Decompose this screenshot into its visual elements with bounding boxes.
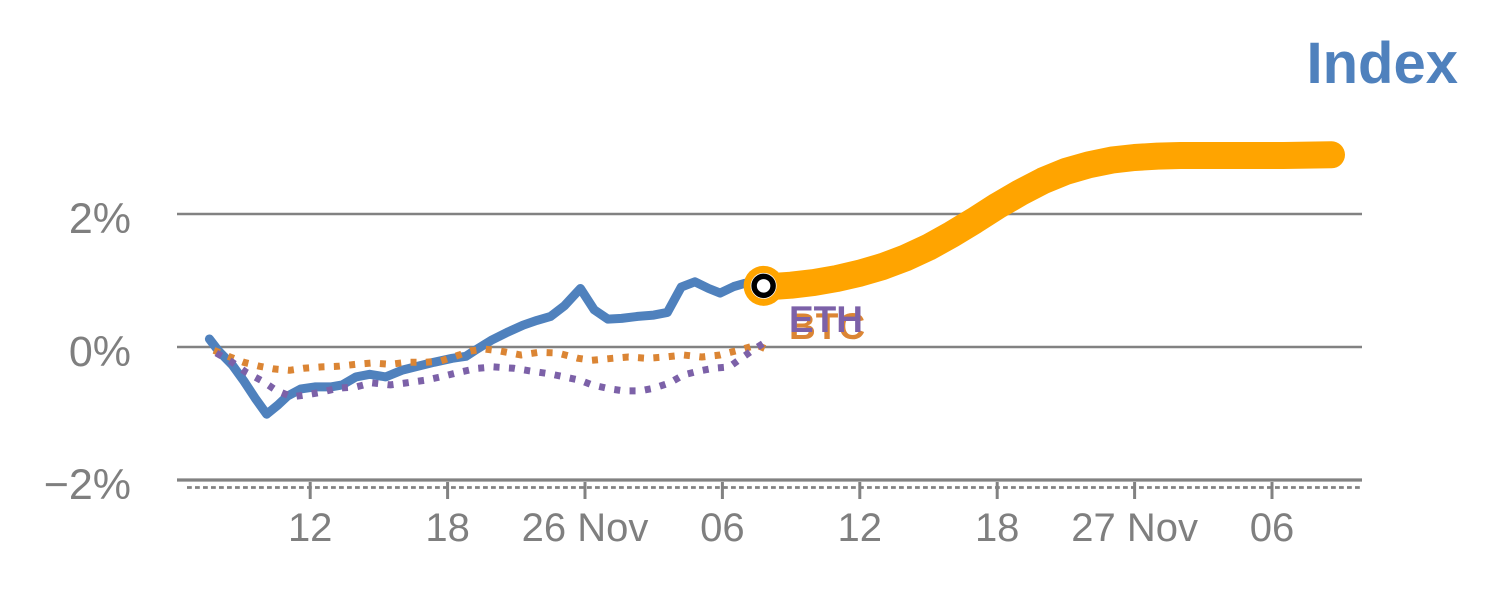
x-tick-label: 06 (700, 506, 745, 550)
x-tick-label: 06 (1250, 506, 1295, 550)
x-tick-label: 12 (288, 506, 333, 550)
btc-line (212, 341, 772, 374)
y-tick-label: −2% (44, 461, 131, 509)
legend-label-btc: BTC (789, 306, 866, 347)
legend-label-eth: ETH (789, 299, 863, 340)
x-tick-label: 18 (975, 506, 1020, 550)
x-tick-label: 12 (838, 506, 883, 550)
y-tick-label: 2% (69, 195, 131, 243)
forecast-start-marker (751, 273, 776, 299)
x-tick-label: 18 (425, 506, 470, 550)
y-tick-label: 0% (69, 328, 131, 376)
chart-title: Index (1306, 31, 1459, 96)
x-tick-label: 27 Nov (1071, 506, 1198, 550)
index-forecast-line (750, 141, 1345, 301)
x-tick-label: 26 Nov (522, 506, 649, 550)
